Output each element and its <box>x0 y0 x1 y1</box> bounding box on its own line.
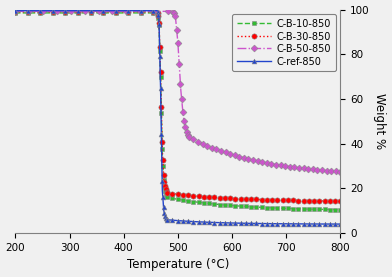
C-B-50-850 <box>181 115 186 119</box>
C-B-30-850 <box>13 10 18 14</box>
C-B-50-850 <box>13 10 18 13</box>
C-ref-850 <box>162 209 166 212</box>
C-B-30-850 <box>259 198 264 201</box>
C-B-10-850 <box>259 206 264 209</box>
C-ref-850 <box>338 222 343 226</box>
C-ref-850 <box>159 117 163 120</box>
C-B-30-850 <box>159 94 163 97</box>
Line: C-B-30-850: C-B-30-850 <box>13 9 343 204</box>
C-ref-850 <box>13 9 18 12</box>
C-B-10-850 <box>338 208 343 211</box>
Y-axis label: Weight %: Weight % <box>374 93 387 149</box>
C-B-50-850 <box>176 55 181 58</box>
C-B-30-850 <box>162 178 166 181</box>
Legend: C-B-10-850, C-B-30-850, C-B-50-850, C-ref-850: C-B-10-850, C-B-30-850, C-B-50-850, C-re… <box>232 14 336 71</box>
C-B-50-850 <box>269 162 274 165</box>
C-ref-850 <box>259 222 264 225</box>
C-ref-850 <box>291 222 296 225</box>
Line: C-B-50-850: C-B-50-850 <box>13 9 343 174</box>
C-B-10-850 <box>71 11 76 15</box>
C-B-50-850 <box>78 10 82 13</box>
C-ref-850 <box>71 9 76 12</box>
C-B-30-850 <box>71 10 76 14</box>
C-B-50-850 <box>297 166 301 170</box>
C-B-30-850 <box>338 199 343 203</box>
X-axis label: Temperature (°C): Temperature (°C) <box>127 258 229 271</box>
C-B-10-850 <box>233 204 238 207</box>
C-B-50-850 <box>338 170 343 173</box>
Line: C-B-10-850: C-B-10-850 <box>13 11 343 212</box>
C-B-30-850 <box>233 197 238 200</box>
C-B-10-850 <box>13 11 18 15</box>
C-B-30-850 <box>291 199 296 202</box>
C-B-50-850 <box>246 157 251 161</box>
C-B-10-850 <box>291 207 296 210</box>
C-ref-850 <box>233 221 238 225</box>
C-B-10-850 <box>162 182 166 186</box>
Line: C-ref-850: C-ref-850 <box>13 8 343 227</box>
C-B-10-850 <box>159 99 163 102</box>
